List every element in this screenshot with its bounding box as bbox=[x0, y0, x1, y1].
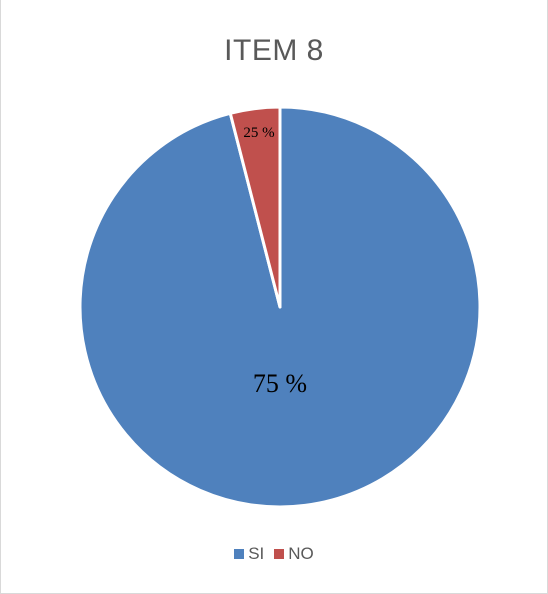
legend-swatch-no bbox=[274, 549, 285, 559]
chart-title: ITEM 8 bbox=[224, 34, 324, 67]
legend: SI NO bbox=[0, 544, 548, 564]
data-label-si: 75 % bbox=[253, 369, 307, 398]
legend-label-si: SI bbox=[248, 544, 265, 563]
legend-swatch-si bbox=[234, 549, 245, 559]
data-label-no: 25 % bbox=[243, 125, 274, 141]
legend-label-no: NO bbox=[288, 544, 314, 563]
legend-item-no: NO bbox=[274, 544, 314, 564]
pie-slice-no bbox=[228, 105, 282, 309]
legend-item-si: SI bbox=[234, 544, 264, 564]
